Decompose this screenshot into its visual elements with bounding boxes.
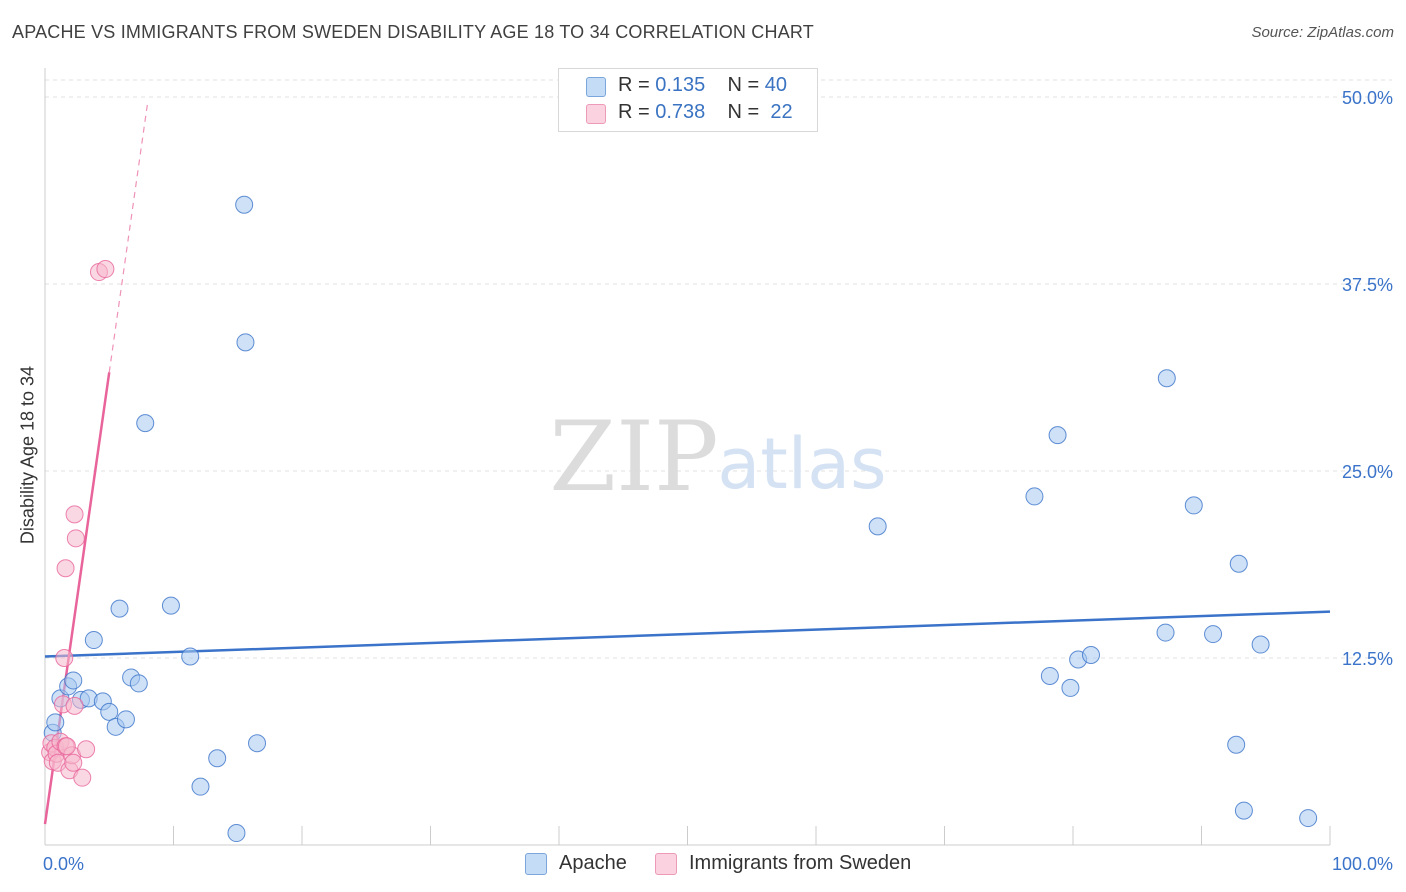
point-series-0 (1025, 487, 1044, 506)
point-series-0 (84, 631, 103, 650)
watermark-atlas: atlas (717, 423, 886, 505)
point-series-0 (116, 710, 135, 729)
point-series-0 (110, 599, 129, 618)
point-series-0 (1234, 801, 1253, 820)
point-series-0 (1229, 554, 1248, 573)
legend-swatch-apache (586, 77, 606, 97)
point-series-0 (129, 674, 148, 693)
bottom-legend-label-apache: Apache (559, 852, 627, 874)
point-series-0 (1048, 426, 1067, 445)
legend-swatch-sweden (586, 104, 606, 124)
point-series-0 (1061, 678, 1080, 697)
point-series-0 (1227, 735, 1246, 754)
legend-r-label: R = (618, 74, 656, 96)
watermark-zip: ZIP (549, 401, 718, 513)
legend-n-value-sweden: 22 (770, 101, 793, 123)
point-series-0 (191, 777, 210, 796)
point-series-1 (66, 529, 85, 548)
data-points (41, 195, 1318, 843)
y-tick-label: 37.5% (1342, 275, 1393, 295)
point-series-1 (64, 753, 83, 772)
axes-layer (44, 68, 1331, 846)
point-series-0 (868, 517, 887, 536)
legend-n-label: N = (727, 74, 765, 96)
trend-line-0 (44, 610, 1331, 658)
point-series-0 (100, 702, 119, 721)
point-series-0 (208, 749, 227, 768)
legend-r-label: R = (618, 101, 656, 123)
legend-n-label: N = (727, 101, 765, 123)
point-series-0 (1251, 635, 1270, 654)
point-series-1 (55, 649, 74, 667)
point-series-0 (1184, 496, 1203, 515)
y-axis-label: Disability Age 18 to 34 (17, 365, 38, 545)
bottom-legend-label-sweden: Immigrants from Sweden (689, 852, 912, 874)
legend-r-value-sweden: 0.738 (655, 101, 706, 123)
point-series-0 (1157, 369, 1176, 388)
stats-legend: R = 0.135 N = 40 R = 0.738 N = 22 (558, 68, 818, 132)
point-series-0 (248, 734, 267, 753)
point-series-0 (181, 647, 200, 666)
x-tick-label-min: 0.0% (43, 854, 84, 874)
source-credit: Source: ZipAtlas.com (1251, 24, 1394, 41)
point-series-0 (1299, 809, 1318, 828)
point-series-0 (1081, 646, 1100, 665)
point-series-1 (73, 768, 92, 787)
point-series-0 (136, 414, 155, 433)
legend-n-value-apache: 40 (764, 74, 788, 96)
bottom-legend-swatch-sweden (655, 853, 677, 875)
y-tick-label: 50.0% (1342, 88, 1393, 108)
point-series-1 (56, 559, 75, 578)
y-tick-label: 12.5% (1342, 649, 1393, 669)
x-tick-label-max: 100.0% (1332, 854, 1393, 874)
point-series-1 (57, 737, 76, 756)
y-tick-label: 25.0% (1342, 462, 1393, 482)
watermark: ZIP atlas (549, 401, 886, 513)
point-series-0 (64, 671, 83, 690)
point-series-0 (236, 333, 255, 352)
point-series-1 (96, 260, 115, 279)
point-series-0 (1040, 666, 1059, 685)
point-series-0 (227, 824, 246, 843)
point-series-0 (1156, 623, 1175, 642)
trend-extension-1 (108, 101, 149, 373)
point-series-0 (1204, 625, 1223, 644)
tick-labels: 12.5% 25.0% 37.5% 50.0% 0.0% 100.0% (43, 88, 1393, 874)
point-series-1 (65, 696, 84, 715)
point-series-0 (46, 713, 65, 732)
point-series-1 (65, 505, 84, 524)
bottom-legend-swatch-apache (525, 853, 547, 875)
chart-title: APACHE VS IMMIGRANTS FROM SWEDEN DISABIL… (12, 22, 814, 42)
point-series-1 (77, 740, 96, 759)
point-series-0 (161, 596, 180, 615)
grid-layer (45, 79, 1392, 659)
legend-r-value-apache: 0.135 (655, 74, 706, 96)
point-series-0 (235, 195, 254, 214)
